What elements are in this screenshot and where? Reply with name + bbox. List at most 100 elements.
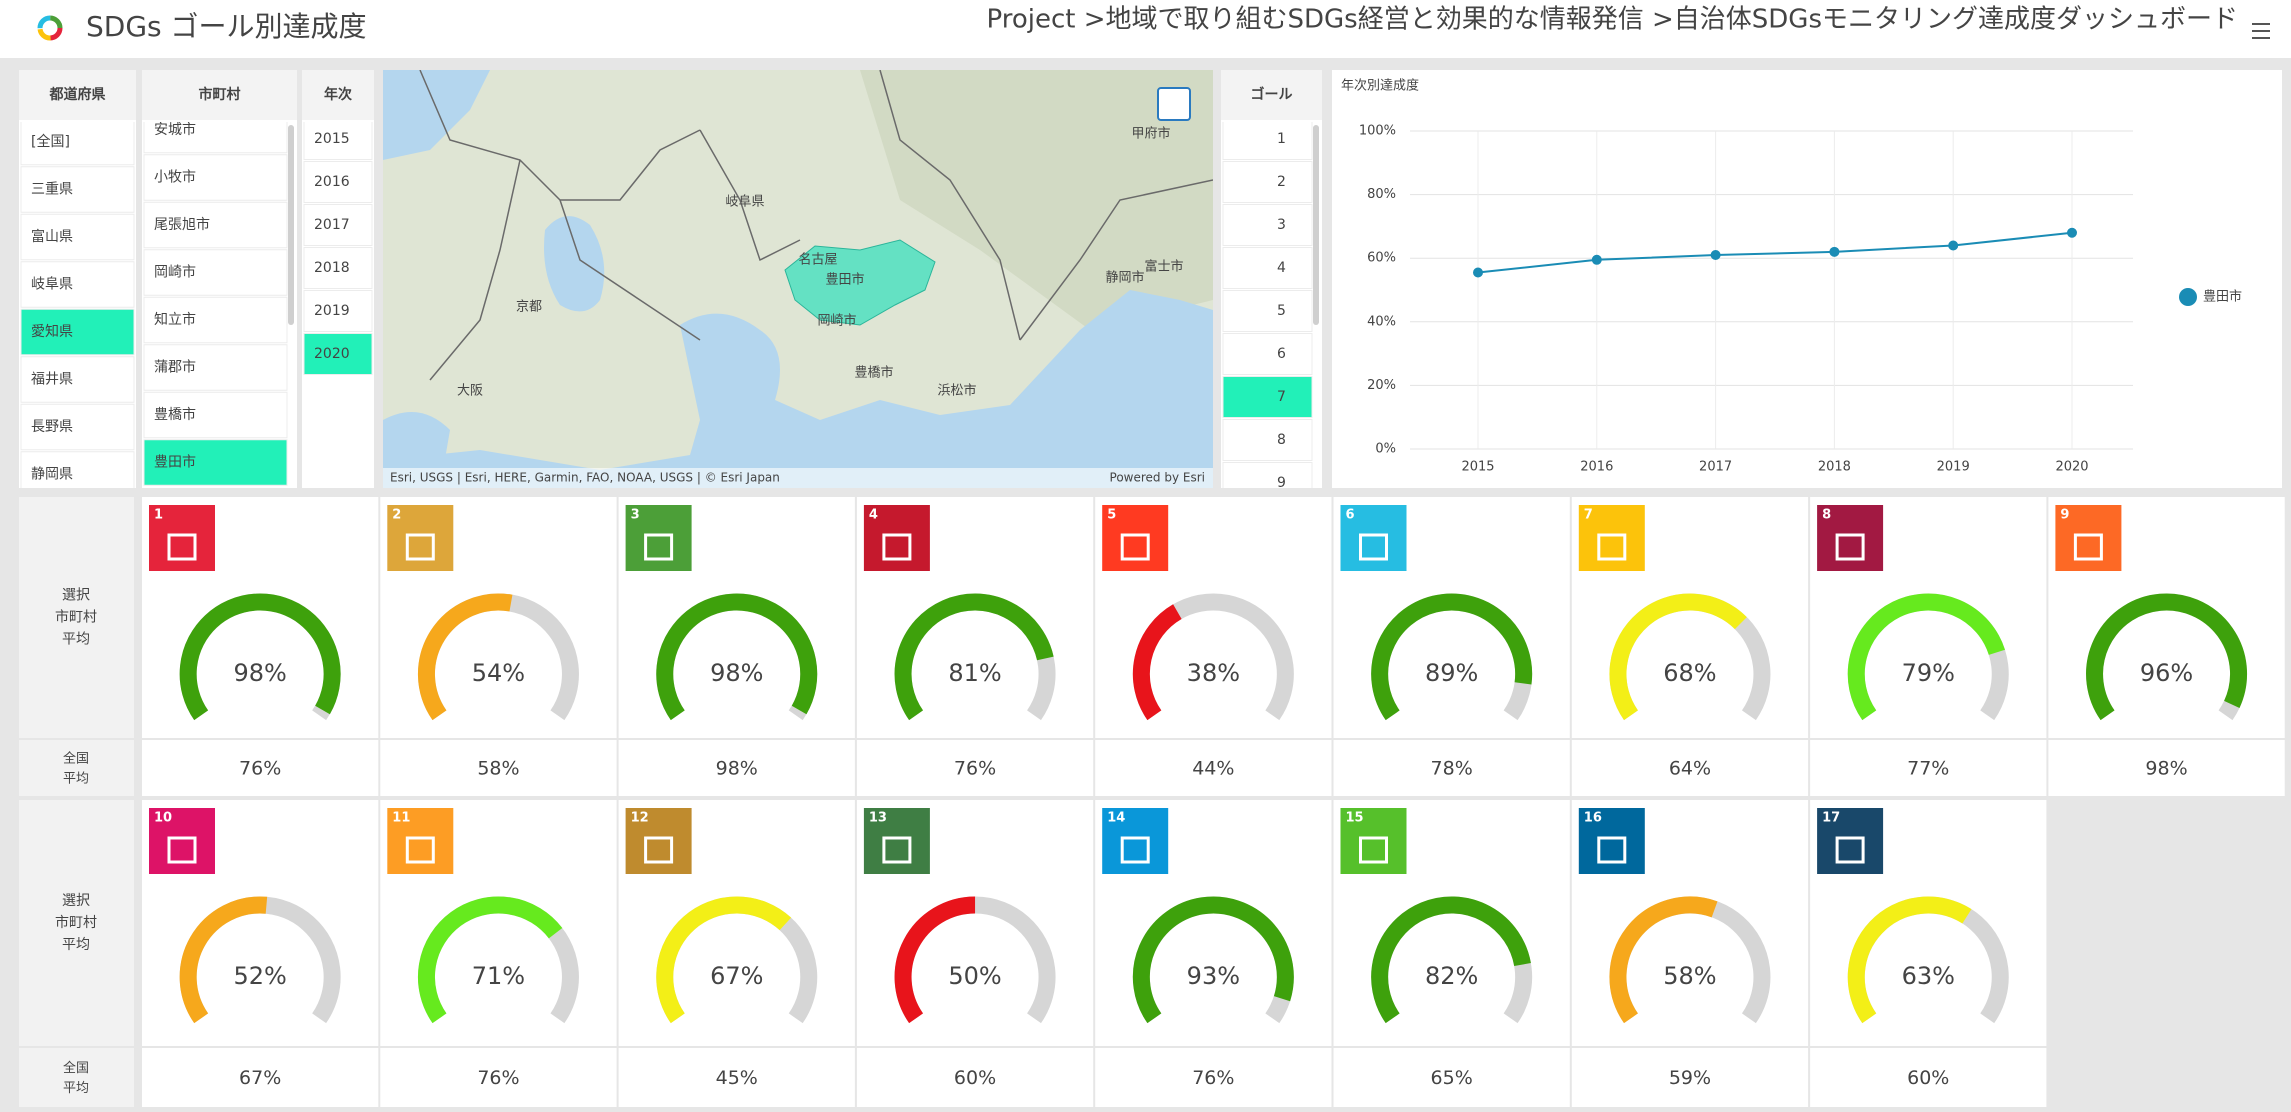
page: SDGs ゴール別達成度 Project >地域で取り組むSDGs経営と効果的な…	[0, 0, 2291, 1112]
goal-card[interactable]: 538%44%	[1095, 497, 1331, 796]
goal-number: 10	[154, 811, 172, 826]
map-place-label: 京都	[516, 300, 542, 315]
national-average: 76%	[477, 1067, 519, 1089]
year-filter: 年次201520162017201820192020	[302, 70, 374, 488]
national-average: 76%	[239, 758, 281, 780]
filter-item-label: 安城市	[154, 121, 196, 138]
gauge-value: 89%	[1425, 659, 1478, 687]
goal-card[interactable]: 13 50% 60%	[857, 800, 1093, 1107]
y-tick-label: 100%	[1359, 124, 1396, 139]
y-tick-label: 0%	[1375, 442, 1396, 457]
filter-item-label: 小牧市	[154, 169, 196, 186]
filter-item-label: 6	[1277, 346, 1286, 362]
map-place-label: 豊田市	[825, 272, 864, 288]
filter-item-label: 2018	[314, 260, 350, 276]
data-point	[1711, 250, 1721, 260]
national-average: 64%	[1669, 758, 1711, 780]
filter-item[interactable]	[1223, 205, 1312, 246]
legend-label[interactable]: 豊田市	[2203, 289, 2242, 305]
row-label-selected: 選択	[62, 588, 90, 604]
filter-item-label: 2019	[314, 303, 350, 319]
y-tick-label: 80%	[1367, 187, 1396, 202]
filter-item-label: [全国]	[31, 133, 70, 150]
gauge-value: 50%	[948, 962, 1001, 990]
filter-item[interactable]	[1223, 162, 1312, 203]
filter-item-label: 豊田市	[154, 454, 196, 471]
national-average: 58%	[477, 758, 519, 780]
row-label-national: 平均	[63, 1081, 89, 1096]
gauge-value: 67%	[710, 962, 763, 990]
x-tick-label: 2016	[1580, 460, 1613, 475]
filter-items: 123456789	[1223, 119, 1312, 504]
filter-item-label: 三重県	[31, 182, 73, 198]
goal-number: 8	[1822, 508, 1831, 523]
filter-item-label: 岐阜県	[31, 276, 73, 293]
filter-item-label: 2015	[314, 131, 350, 147]
goal-card[interactable]: 254%58%	[380, 497, 616, 796]
goal-card[interactable]: 198%76%	[142, 497, 378, 796]
filter-item-label: 5	[1277, 303, 1286, 319]
row-label-cell	[19, 1048, 134, 1107]
filter-item-selected[interactable]	[1223, 377, 1312, 418]
filter-header: ゴール	[1251, 86, 1293, 103]
map-place-label: 静岡市	[1105, 270, 1144, 286]
goal-number: 11	[392, 811, 410, 826]
page-title: SDGs ゴール別達成度	[86, 10, 367, 43]
goal-card[interactable]: 6 89% 78%	[1334, 497, 1570, 796]
map-place-label: 名古屋	[798, 252, 837, 268]
legend-marker[interactable]	[2179, 288, 2197, 306]
filter-item-label: 豊橋市	[154, 406, 196, 423]
x-tick-label: 2015	[1461, 460, 1494, 475]
map-place-label: 豊橋市	[854, 365, 893, 381]
data-point	[1473, 268, 1483, 278]
gauge-value: 98%	[710, 659, 763, 687]
data-point	[1829, 247, 1839, 257]
gauge-value: 96%	[2140, 659, 2193, 687]
filter-item-label: 2016	[314, 174, 350, 190]
national-average: 60%	[954, 1067, 996, 1089]
filter-item[interactable]	[1223, 420, 1312, 461]
filter-item-label: 福井県	[31, 372, 73, 388]
national-average: 65%	[1431, 1067, 1473, 1089]
gauge-value: 93%	[1187, 962, 1240, 990]
filter-item-label: 長野県	[31, 419, 73, 435]
filter-item-label: 尾張旭市	[154, 216, 210, 233]
filter-item[interactable]	[1223, 248, 1312, 289]
goal-number: 13	[869, 811, 887, 826]
goal-card[interactable]: 11 71% 76%	[380, 800, 616, 1107]
goal-card[interactable]: 768%64%	[1572, 497, 1808, 796]
national-average: 98%	[2145, 758, 2187, 780]
filter-item[interactable]	[1223, 334, 1312, 375]
filter-item[interactable]	[1223, 291, 1312, 332]
gauge-value: 71%	[472, 962, 525, 990]
goal-card[interactable]: 879%77%	[1810, 497, 2046, 796]
gauge-value: 68%	[1663, 659, 1716, 687]
goal-number: 6	[1346, 508, 1355, 523]
gauge-value: 52%	[233, 962, 286, 990]
goal-card[interactable]: 481%76%	[857, 497, 1093, 796]
breadcrumb[interactable]: Project >地域で取り組むSDGs経営と効果的な情報発信 >自治体SDGs…	[987, 5, 2239, 35]
national-average: 78%	[1431, 758, 1473, 780]
map-place-label: 大阪	[457, 384, 483, 399]
filter-item-label: 愛知県	[31, 323, 73, 340]
gauge-value: 38%	[1187, 659, 1240, 687]
filter-header: 都道府県	[49, 86, 106, 103]
filter-item[interactable]	[1223, 119, 1312, 160]
national-average: 60%	[1907, 1067, 1949, 1089]
goal-card[interactable]: 996%98%	[2048, 497, 2284, 796]
goal-card[interactable]: 398%98%	[619, 497, 855, 796]
row-label-selected: 平均	[62, 937, 90, 953]
row-label-national: 平均	[63, 772, 89, 787]
national-average: 76%	[1192, 1067, 1234, 1089]
gauge-value: 81%	[948, 659, 1001, 687]
map-widget-button[interactable]	[1158, 88, 1190, 120]
y-tick-label: 60%	[1367, 251, 1396, 266]
goal-number: 5	[1107, 508, 1116, 523]
